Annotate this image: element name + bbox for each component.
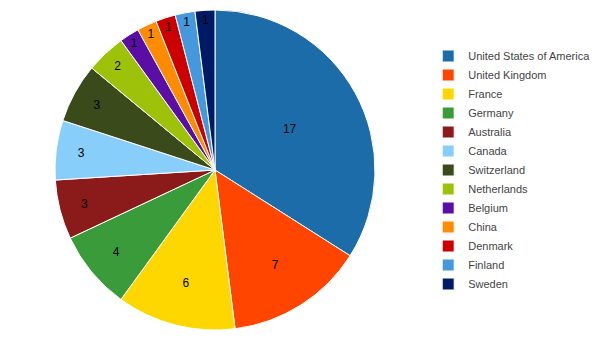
- svg-text:4: 4: [113, 245, 120, 259]
- svg-text:Belgium: Belgium: [468, 202, 508, 214]
- svg-text:3: 3: [78, 146, 85, 160]
- svg-text:1: 1: [131, 36, 138, 50]
- svg-text:2: 2: [114, 59, 121, 73]
- svg-text:Denmark: Denmark: [468, 240, 513, 252]
- svg-text:17: 17: [283, 122, 297, 136]
- svg-text:1: 1: [147, 27, 154, 41]
- svg-text:United Kingdom: United Kingdom: [468, 69, 546, 81]
- svg-text:United States of America: United States of America: [468, 50, 590, 62]
- svg-text:Netherlands: Netherlands: [468, 183, 528, 195]
- svg-text:China: China: [468, 221, 498, 233]
- svg-text:3: 3: [93, 98, 100, 112]
- svg-text:1: 1: [165, 20, 172, 34]
- svg-text:Finland: Finland: [468, 259, 504, 271]
- svg-text:France: France: [468, 88, 502, 100]
- svg-text:Australia: Australia: [468, 126, 512, 138]
- svg-text:Canada: Canada: [468, 145, 507, 157]
- svg-text:7: 7: [272, 258, 279, 272]
- svg-text:Switzerland: Switzerland: [468, 164, 525, 176]
- svg-text:Sweden: Sweden: [468, 278, 508, 290]
- svg-text:3: 3: [81, 197, 88, 211]
- svg-text:1: 1: [202, 13, 209, 27]
- svg-text:1: 1: [183, 15, 190, 29]
- svg-text:6: 6: [182, 276, 189, 290]
- svg-text:Germany: Germany: [468, 107, 514, 119]
